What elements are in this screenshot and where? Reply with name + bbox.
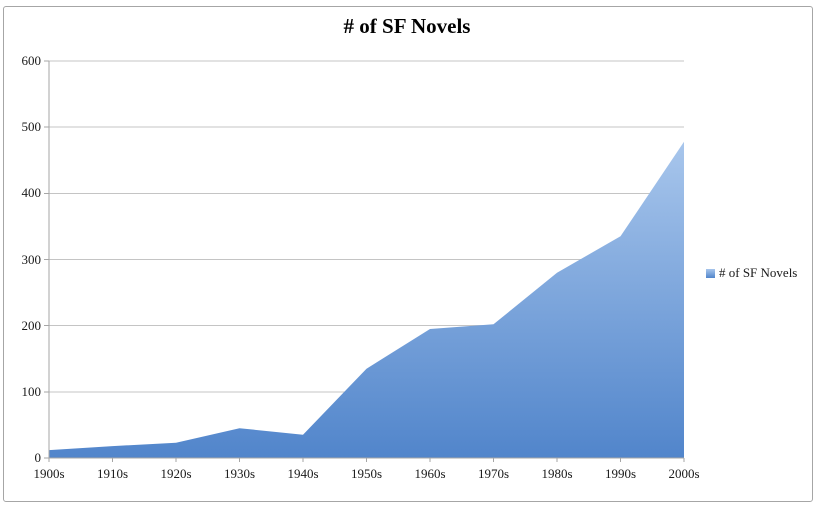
x-axis-tick-label: 1980s: [541, 466, 573, 481]
x-axis-tick-label: 1930s: [223, 466, 256, 481]
y-axis-tick-label: 0: [34, 450, 42, 465]
y-axis-tick-label: 600: [21, 53, 42, 68]
x-axis-tick-label: 1960s: [414, 466, 446, 481]
legend-marker: [706, 268, 715, 278]
x-axis-tick-label: 2000s: [668, 466, 700, 481]
y-axis-tick-label: 200: [21, 317, 42, 333]
x-axis-tick-label: 1950s: [350, 466, 383, 481]
chart-title: # of SF Novels: [343, 14, 471, 38]
legend-label: # of SF Novels: [719, 265, 798, 280]
area-series: [49, 141, 684, 458]
x-axis-tick-label: 1900s: [33, 466, 65, 481]
y-axis-tick-label: 500: [21, 119, 42, 135]
x-axis-tick-label: 1920s: [160, 466, 192, 481]
x-axis-tick-label: 1990s: [604, 466, 637, 481]
y-axis-tick-label: 100: [21, 383, 42, 399]
x-axis-tick-label: 1940s: [287, 466, 319, 481]
area-chart-plot: [44, 60, 685, 462]
y-axis-tick-label: 300: [21, 251, 42, 267]
y-axis-tick-label: 400: [21, 185, 42, 201]
x-axis-tick-label: 1910s: [96, 466, 129, 481]
x-axis-tick-label: 1970s: [477, 466, 510, 481]
legend: # of SF Novels: [706, 265, 797, 281]
